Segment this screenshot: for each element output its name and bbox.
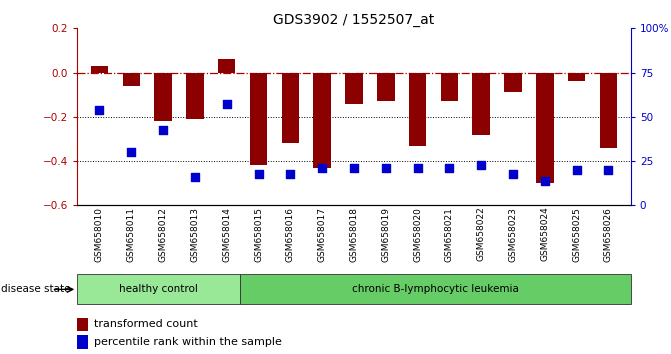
Bar [409,73,426,145]
Bar [154,73,172,121]
Bar [77,335,89,349]
Bar [568,73,585,81]
Point [508,172,519,177]
Bar [536,73,554,183]
Bar [77,318,89,331]
Point [317,165,327,171]
Bar [282,73,299,143]
Bar [77,274,240,304]
Text: transformed count: transformed count [94,319,197,329]
Bar [123,73,140,86]
Bar [218,59,236,73]
Text: disease state: disease state [1,284,70,295]
Bar [313,73,331,168]
Bar [91,66,108,73]
Point [221,101,232,107]
Point [476,163,486,169]
Point [412,165,423,171]
Title: GDS3902 / 1552507_at: GDS3902 / 1552507_at [273,13,435,27]
Bar [240,274,631,304]
Text: healthy control: healthy control [119,284,198,295]
Bar [377,73,395,101]
Bar [600,73,617,148]
Point [349,165,360,171]
Text: chronic B-lymphocytic leukemia: chronic B-lymphocytic leukemia [352,284,519,295]
Point [444,165,455,171]
Point [253,172,264,177]
Point [380,165,391,171]
Bar [441,73,458,101]
Bar [472,73,490,135]
Bar [345,73,363,104]
Bar [505,73,522,92]
Point [126,149,137,155]
Bar [186,73,203,119]
Point [539,178,550,184]
Bar [250,73,267,166]
Point [158,127,168,133]
Point [94,107,105,113]
Point [189,174,200,179]
Point [285,172,296,177]
Point [603,167,614,173]
Point [571,167,582,173]
Text: percentile rank within the sample: percentile rank within the sample [94,337,282,347]
